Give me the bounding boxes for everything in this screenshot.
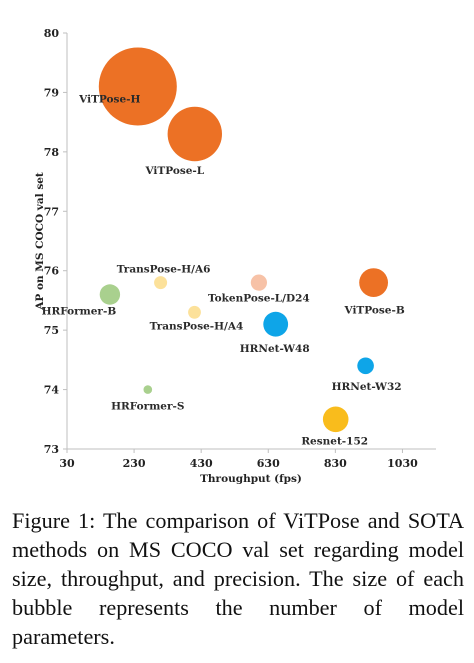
x-tick-label: 630 <box>257 457 280 470</box>
bubble-tokenpose-l-d24 <box>250 274 267 291</box>
bubble-transpose-h-a6 <box>154 276 168 290</box>
bubble-chart: 30 230 430 630 830 1030 73 74 75 76 77 78 79 80 ViTPo… <box>34 27 436 485</box>
bubble-hrnet-w32 <box>357 357 374 375</box>
bubble-vitpose-h <box>98 47 177 126</box>
label-hrnet-w32: HRNet-W32 <box>332 381 402 393</box>
tick-labels: 30 230 430 630 830 1030 73 74 75 76 77 78 79 80 <box>44 27 418 470</box>
axes <box>66 33 436 450</box>
label-hrformer-s: HRFormer-S <box>111 401 184 413</box>
x-tick-label: 30 <box>59 457 75 470</box>
label-vitpose-h: ViTPose-H <box>78 94 140 106</box>
bubble-hrformer-s <box>143 385 153 394</box>
x-tick-label: 1030 <box>387 457 418 470</box>
y-axis-title: AP on MS COCO val set <box>34 172 46 311</box>
label-vitpose-l: ViTPose-L <box>144 165 204 177</box>
x-tick-label: 830 <box>324 457 347 470</box>
y-tick-label: 80 <box>44 27 60 40</box>
bubble-vitpose-b <box>359 268 388 297</box>
y-tick-label: 77 <box>44 205 59 218</box>
x-tick-label: 230 <box>123 457 146 470</box>
label-hrnet-w48: HRNet-W48 <box>240 343 310 355</box>
label-transpose-h-a6: TransPose-H/A6 <box>117 264 211 276</box>
label-vitpose-b: ViTPose-B <box>343 305 404 317</box>
figure-caption: Figure 1: The comparison of ViTPose and … <box>12 508 464 649</box>
y-tick-label: 76 <box>44 265 60 278</box>
label-hrformer-b: HRFormer-B <box>42 306 117 318</box>
y-tick-label: 74 <box>44 384 60 397</box>
bubble-resnet-152 <box>322 406 349 433</box>
x-tick-label: 430 <box>190 457 213 470</box>
bubble-hrnet-w48 <box>263 311 289 337</box>
label-transpose-h-a4: TransPose-H/A4 <box>150 320 244 332</box>
bubble-hrformer-b <box>99 284 121 305</box>
y-tick-label: 75 <box>44 324 59 337</box>
bubble-layer <box>98 47 388 433</box>
label-tokenpose-l-d24: TokenPose-L/D24 <box>208 293 310 305</box>
y-tick-label: 79 <box>44 86 59 99</box>
y-tick-label: 78 <box>44 146 60 159</box>
bubble-vitpose-l <box>167 106 222 162</box>
bubble-transpose-h-a4 <box>188 305 201 319</box>
label-resnet-152: Resnet-152 <box>301 435 368 447</box>
point-labels: ViTPose-H ViTPose-L ViTPose-B TransPose-H/A… <box>42 94 405 448</box>
y-tick-label: 73 <box>44 443 59 456</box>
x-axis-title: Throughput (fps) <box>200 473 302 485</box>
